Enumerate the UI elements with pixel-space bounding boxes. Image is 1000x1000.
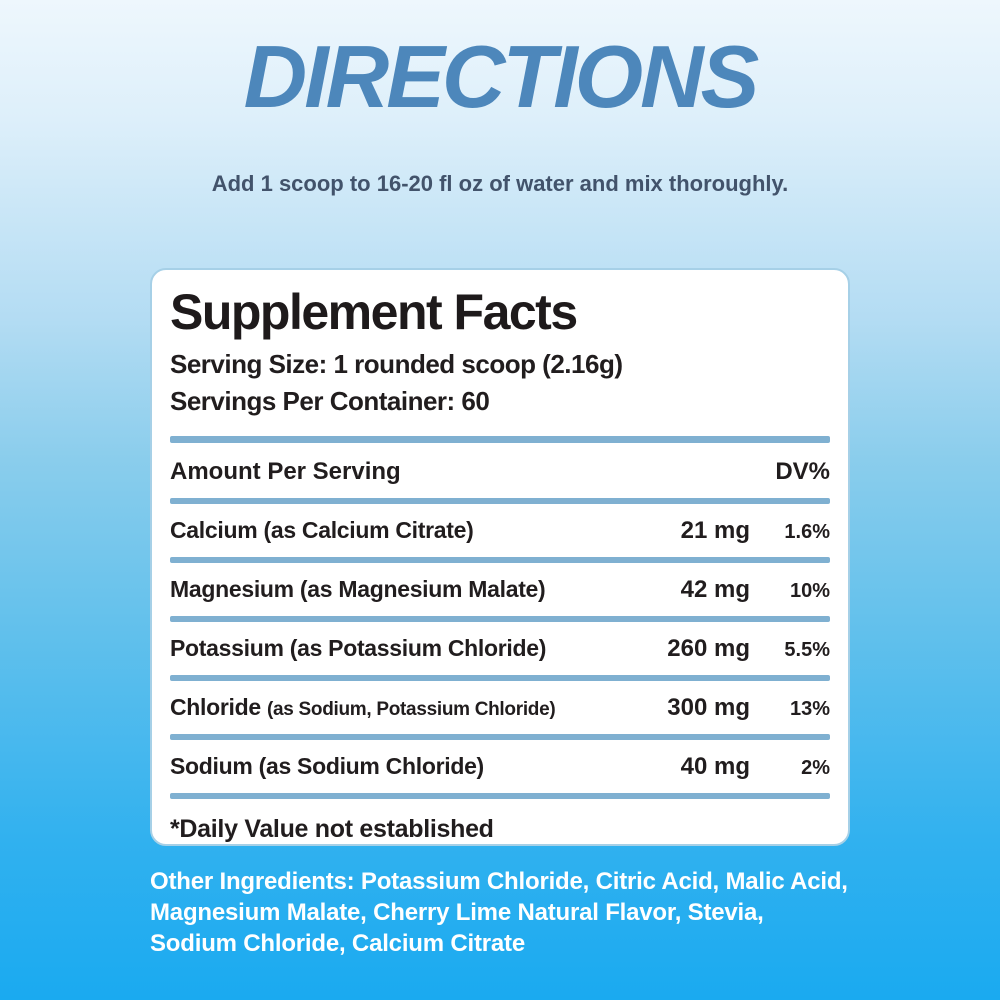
other-ingredients-line: Magnesium Malate, Cherry Lime Natural Fl… (150, 899, 764, 926)
nutrient-amount: 260 mg (667, 635, 750, 662)
table-row: Sodium (as Sodium Chloride) 40 mg 2% (170, 740, 830, 793)
nutrient-amount: 40 mg (680, 753, 750, 780)
nutrient-dv: 13% (789, 698, 830, 720)
nutrient-dv: 2% (801, 757, 830, 779)
nutrient-source: (as Calcium Citrate) (263, 517, 474, 543)
page-title: DIRECTIONS (243, 27, 760, 126)
nutrient-name: Potassium (170, 635, 284, 661)
divider (170, 436, 830, 443)
nutrient-source: (as Sodium, Potassium Chloride) (266, 699, 556, 720)
supplement-facts-panel: Supplement Facts Serving Size: 1 rounded… (150, 268, 850, 846)
servings-per-container-line: Servings Per Container: 60 (170, 386, 490, 416)
nutrient-dv: 10% (789, 580, 830, 602)
directions-text: Add 1 scoop to 16-20 fl oz of water and … (211, 171, 789, 196)
divider (170, 557, 830, 563)
table-row: Potassium (as Potassium Chloride) 260 mg… (170, 622, 830, 675)
divider (170, 616, 830, 622)
nutrient-source: (as Magnesium Malate) (299, 576, 546, 602)
divider (170, 675, 830, 681)
other-ingredients-line: Sodium Chloride, Calcium Citrate (150, 930, 525, 957)
table-header-row: Amount Per Serving DV% (170, 443, 830, 498)
nutrient-name: Sodium (170, 753, 253, 779)
nutrient-name: Chloride (170, 694, 261, 720)
nutrient-name: Magnesium (170, 576, 294, 602)
serving-size-line: Serving Size: 1 rounded scoop (2.16g) (170, 349, 623, 379)
nutrient-amount: 300 mg (667, 694, 750, 721)
supplement-facts-title: Supplement Facts (170, 284, 578, 340)
dv-percent-header: DV% (775, 458, 830, 485)
divider (170, 734, 830, 740)
other-ingredients-text: Other Ingredients: Potassium Chloride, C… (150, 866, 880, 959)
divider (170, 498, 830, 504)
table-row: Chloride (as Sodium, Potassium Chloride)… (170, 681, 830, 734)
daily-value-footnote: *Daily Value not established (170, 815, 494, 843)
other-ingredients-line: Other Ingredients: Potassium Chloride, C… (150, 868, 848, 895)
divider (170, 793, 830, 799)
nutrient-amount: 42 mg (680, 576, 750, 603)
table-row: Magnesium (as Magnesium Malate) 42 mg 10… (170, 563, 830, 616)
nutrient-source: (as Sodium Chloride) (258, 753, 485, 779)
nutrient-source: (as Potassium Chloride) (289, 635, 547, 661)
nutrient-dv: 1.6% (784, 521, 830, 543)
amount-per-serving-header: Amount Per Serving (170, 458, 401, 485)
nutrient-name: Calcium (170, 517, 258, 543)
nutrient-dv: 5.5% (784, 639, 830, 661)
table-row: Calcium (as Calcium Citrate) 21 mg 1.6% (170, 504, 830, 557)
nutrient-amount: 21 mg (680, 517, 750, 544)
